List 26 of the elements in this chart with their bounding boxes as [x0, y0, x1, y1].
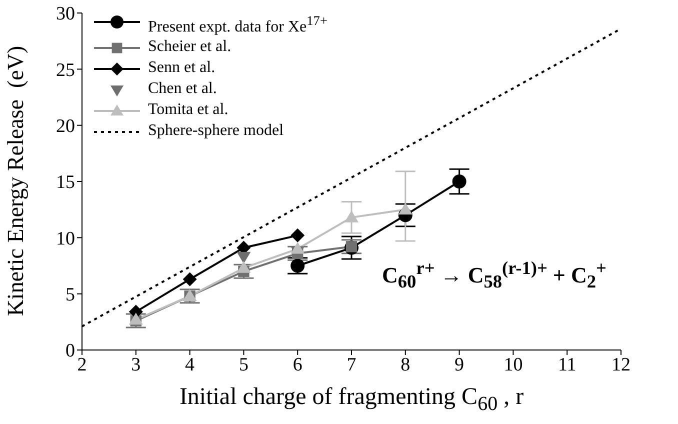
x-tick-label: 11: [558, 354, 576, 376]
legend-label: Tomita et al.: [148, 100, 228, 120]
legend-label: Scheier et al.: [148, 37, 232, 58]
x-axis-title: Initial charge of fragmenting C$_{60}$ , r: [178, 384, 525, 416]
y-tick-label: 20: [56, 116, 75, 138]
y-tick-label: 30: [56, 4, 75, 25]
x-tick-label: 3: [131, 354, 141, 376]
legend-label: Present expt. data for Xe$^{17+}$: [148, 12, 328, 38]
x-tick-label: 10: [504, 354, 523, 376]
x-tick-label: 8: [400, 354, 410, 376]
legend-label: Sphere-sphere model: [148, 121, 284, 142]
x-tick-label: 9: [454, 354, 464, 376]
legend-label: Chen et al.: [148, 79, 217, 100]
y-tick-label: 5: [66, 284, 75, 306]
y-axis-title: Kinetic Energy Release (eV): [3, 45, 29, 316]
legend-label: Senn et al.: [148, 58, 216, 78]
x-tick-label: 12: [612, 354, 630, 376]
y-tick-label: 0: [66, 340, 75, 362]
x-tick-label: 6: [292, 354, 302, 376]
x-tick-label: 7: [346, 354, 356, 376]
x-tick-label: 4: [185, 354, 196, 376]
y-tick-label: 15: [56, 172, 75, 194]
x-tick-label: 2: [77, 354, 87, 376]
y-tick-label: 10: [56, 228, 75, 250]
y-tick-label: 25: [56, 60, 75, 81]
x-tick-label: 5: [238, 354, 248, 376]
